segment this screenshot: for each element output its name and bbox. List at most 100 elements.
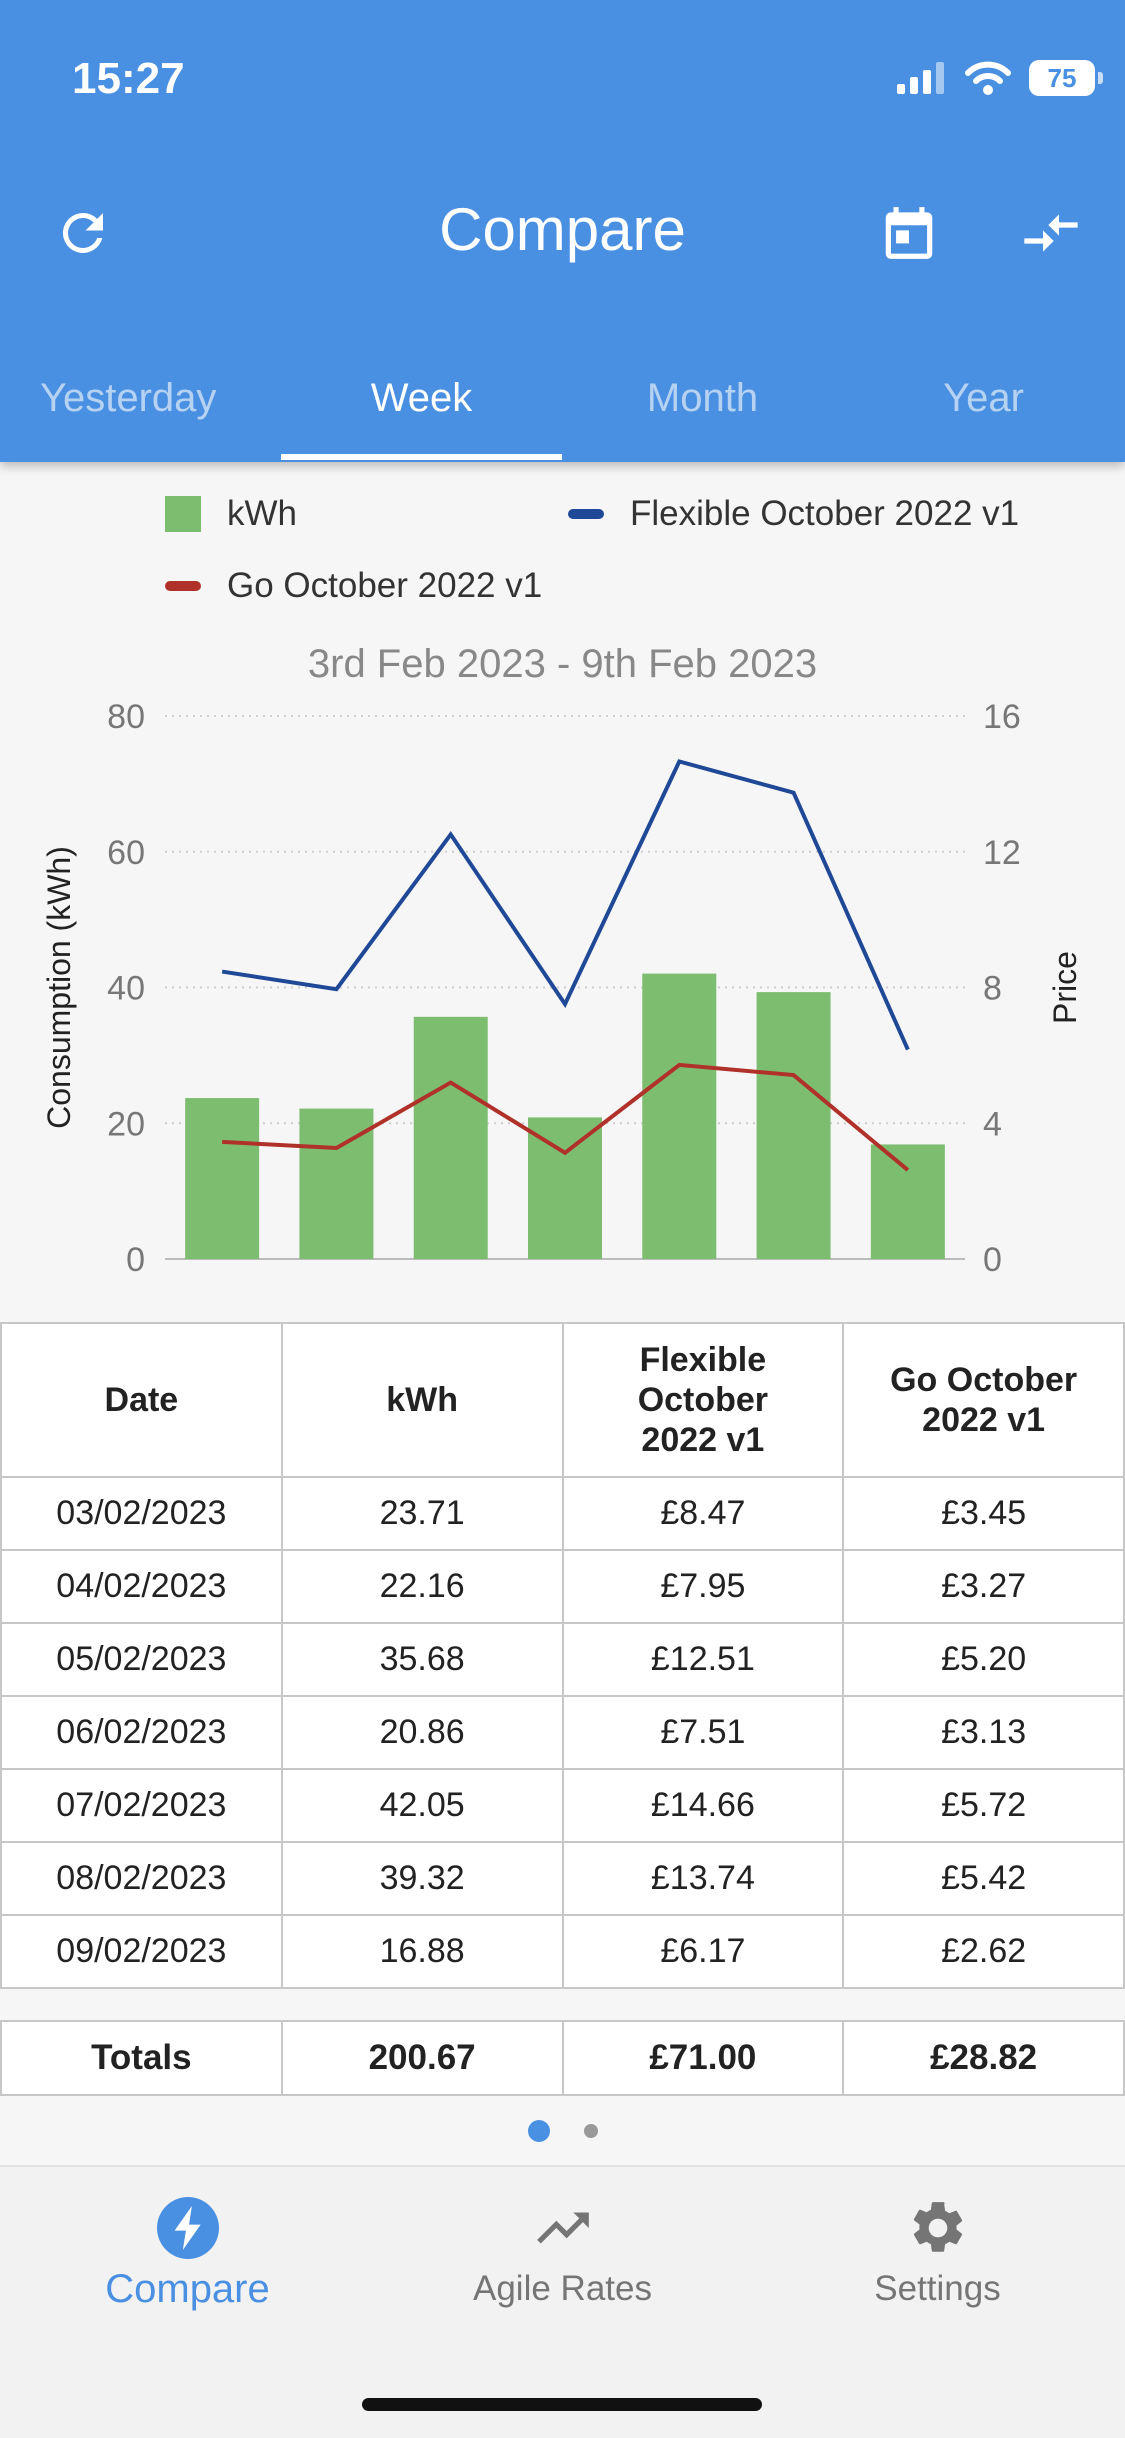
y2-tick-label: 4	[983, 1105, 1002, 1143]
totals-row: Totals 200.67 £71.00 £28.82	[0, 2020, 1125, 2096]
cell-flexible: £6.17	[561, 1914, 845, 1989]
cell-kwh: 35.68	[280, 1622, 564, 1697]
legend-kwh-swatch	[165, 496, 201, 532]
nav-compare[interactable]: Compare	[0, 2197, 375, 2337]
totals-table: Totals 200.67 £71.00 £28.82	[0, 2020, 1125, 2096]
y-tick-label: 40	[107, 970, 145, 1008]
bar-kwh	[528, 1117, 602, 1259]
nav-agile-rates[interactable]: Agile Rates	[375, 2197, 750, 2337]
legend-go-swatch	[165, 581, 201, 591]
bar-kwh	[756, 992, 831, 1259]
status-time: 15:27	[72, 54, 185, 103]
calendar-icon	[885, 207, 933, 259]
totals-label: Totals	[0, 2020, 283, 2096]
table-row: 09/02/2023 16.88 £6.17 £2.62	[0, 1914, 1125, 1989]
cell-kwh: 22.16	[280, 1549, 564, 1624]
legend-flexible-swatch	[568, 509, 604, 519]
battery-indicator: 75	[1029, 60, 1103, 96]
compare-tariffs-button[interactable]	[1016, 198, 1086, 268]
cell-date: 05/02/2023	[0, 1622, 283, 1697]
y2-tick-label: 8	[983, 970, 1002, 1008]
bar-kwh	[870, 1144, 945, 1259]
y-tick-label: 20	[107, 1105, 145, 1143]
cell-go: £5.42	[842, 1841, 1125, 1916]
bolt-icon	[156, 2197, 219, 2259]
table-header-row: Date kWh Flexible October 2022 v1 Go Oct…	[0, 1322, 1125, 1478]
table-row: 06/02/2023 20.86 £7.51 £3.13	[0, 1695, 1125, 1770]
table-row: 05/02/2023 35.68 £12.51 £5.20	[0, 1622, 1125, 1697]
y-tick-label: 60	[107, 834, 145, 872]
totals-go: £28.82	[842, 2020, 1125, 2096]
compare-arrows-icon	[1024, 214, 1078, 252]
cell-kwh: 39.32	[280, 1841, 564, 1916]
cell-go: £5.20	[842, 1622, 1125, 1697]
cell-flexible: £7.95	[561, 1549, 845, 1624]
bar-kwh	[185, 1098, 260, 1259]
header-date: Date	[0, 1322, 283, 1478]
totals-kwh: 200.67	[280, 2020, 564, 2096]
totals-flexible: £71.00	[561, 2020, 845, 2096]
page-indicator	[0, 2120, 1125, 2142]
table-row: 07/02/2023 42.05 £14.66 £5.72	[0, 1768, 1125, 1843]
table-row: 04/02/2023 22.16 £7.95 £3.27	[0, 1549, 1125, 1624]
y2-tick-label: 0	[983, 1241, 1002, 1279]
cell-kwh: 20.86	[280, 1695, 564, 1770]
table-row: 08/02/2023 39.32 £13.74 £5.42	[0, 1841, 1125, 1916]
y2-tick-label: 16	[983, 698, 1021, 736]
table-row: 03/02/2023 23.71 £8.47 £3.45	[0, 1476, 1125, 1551]
cell-kwh: 23.71	[280, 1476, 564, 1551]
cell-flexible: £12.51	[561, 1622, 845, 1697]
cell-date: 07/02/2023	[0, 1768, 283, 1843]
header-flexible: Flexible October 2022 v1	[561, 1322, 845, 1478]
cell-go: £2.62	[842, 1914, 1125, 1989]
page-dot-2[interactable]	[583, 2124, 598, 2138]
y2-tick-label: 12	[983, 834, 1021, 872]
wifi-icon	[965, 61, 1011, 95]
cell-flexible: £7.51	[561, 1695, 845, 1770]
tab-week[interactable]: Week	[370, 376, 473, 420]
cell-go: £3.13	[842, 1695, 1125, 1770]
tab-year[interactable]: Year	[943, 376, 1024, 420]
cell-date: 06/02/2023	[0, 1695, 283, 1770]
y-tick-label: 0	[126, 1241, 145, 1279]
bottom-navigation: Compare Agile Rates Settings	[0, 2165, 1125, 2438]
tab-indicator	[281, 454, 562, 460]
app-header: 15:27 75 Compare Yesterday Week M	[0, 0, 1125, 462]
cell-go: £3.27	[842, 1549, 1125, 1624]
legend-flexible: Flexible October 2022 v1	[568, 494, 1019, 534]
page-dot-1[interactable]	[527, 2120, 550, 2142]
cell-date: 08/02/2023	[0, 1841, 283, 1916]
cell-flexible: £14.66	[561, 1768, 845, 1843]
trending-up-icon	[536, 2212, 589, 2244]
page-title: Compare	[439, 196, 686, 263]
consumption-chart: 0 0 20 4 40 8 60 12 80 16 Consumption (kWh) Price	[41, 698, 1083, 1279]
period-tabs: Yesterday Week Month Year	[0, 335, 1125, 462]
cell-flexible: £13.74	[561, 1841, 845, 1916]
cellular-signal-icon	[897, 62, 944, 94]
cell-date: 04/02/2023	[0, 1549, 283, 1624]
bar-kwh	[642, 973, 717, 1259]
cell-date: 03/02/2023	[0, 1476, 283, 1551]
bar-kwh	[413, 1016, 488, 1259]
nav-settings[interactable]: Settings	[750, 2197, 1125, 2337]
status-icons: 75	[897, 58, 1103, 98]
cell-go: £5.72	[842, 1768, 1125, 1843]
header-kwh: kWh	[280, 1322, 564, 1478]
comparison-table: Date kWh Flexible October 2022 v1 Go Oct…	[0, 1322, 1125, 1989]
header-go: Go October 2022 v1	[842, 1322, 1125, 1478]
line-go	[222, 1062, 910, 1172]
date-picker-button[interactable]	[874, 198, 944, 268]
line-flexible	[221, 759, 910, 1051]
y-axis-title: Consumption (kWh)	[41, 846, 77, 1129]
chart-title: 3rd Feb 2023 - 9th Feb 2023	[307, 642, 818, 686]
y-tick-label: 80	[107, 698, 145, 736]
legend-go: Go October 2022 v1	[165, 566, 542, 606]
cell-kwh: 42.05	[280, 1768, 564, 1843]
cell-date: 09/02/2023	[0, 1914, 283, 1989]
cell-kwh: 16.88	[280, 1914, 564, 1989]
cell-flexible: £8.47	[561, 1476, 845, 1551]
legend-kwh: kWh	[165, 494, 297, 534]
tab-yesterday[interactable]: Yesterday	[40, 376, 217, 420]
tab-month[interactable]: Month	[646, 376, 759, 420]
gear-icon	[913, 2202, 962, 2252]
